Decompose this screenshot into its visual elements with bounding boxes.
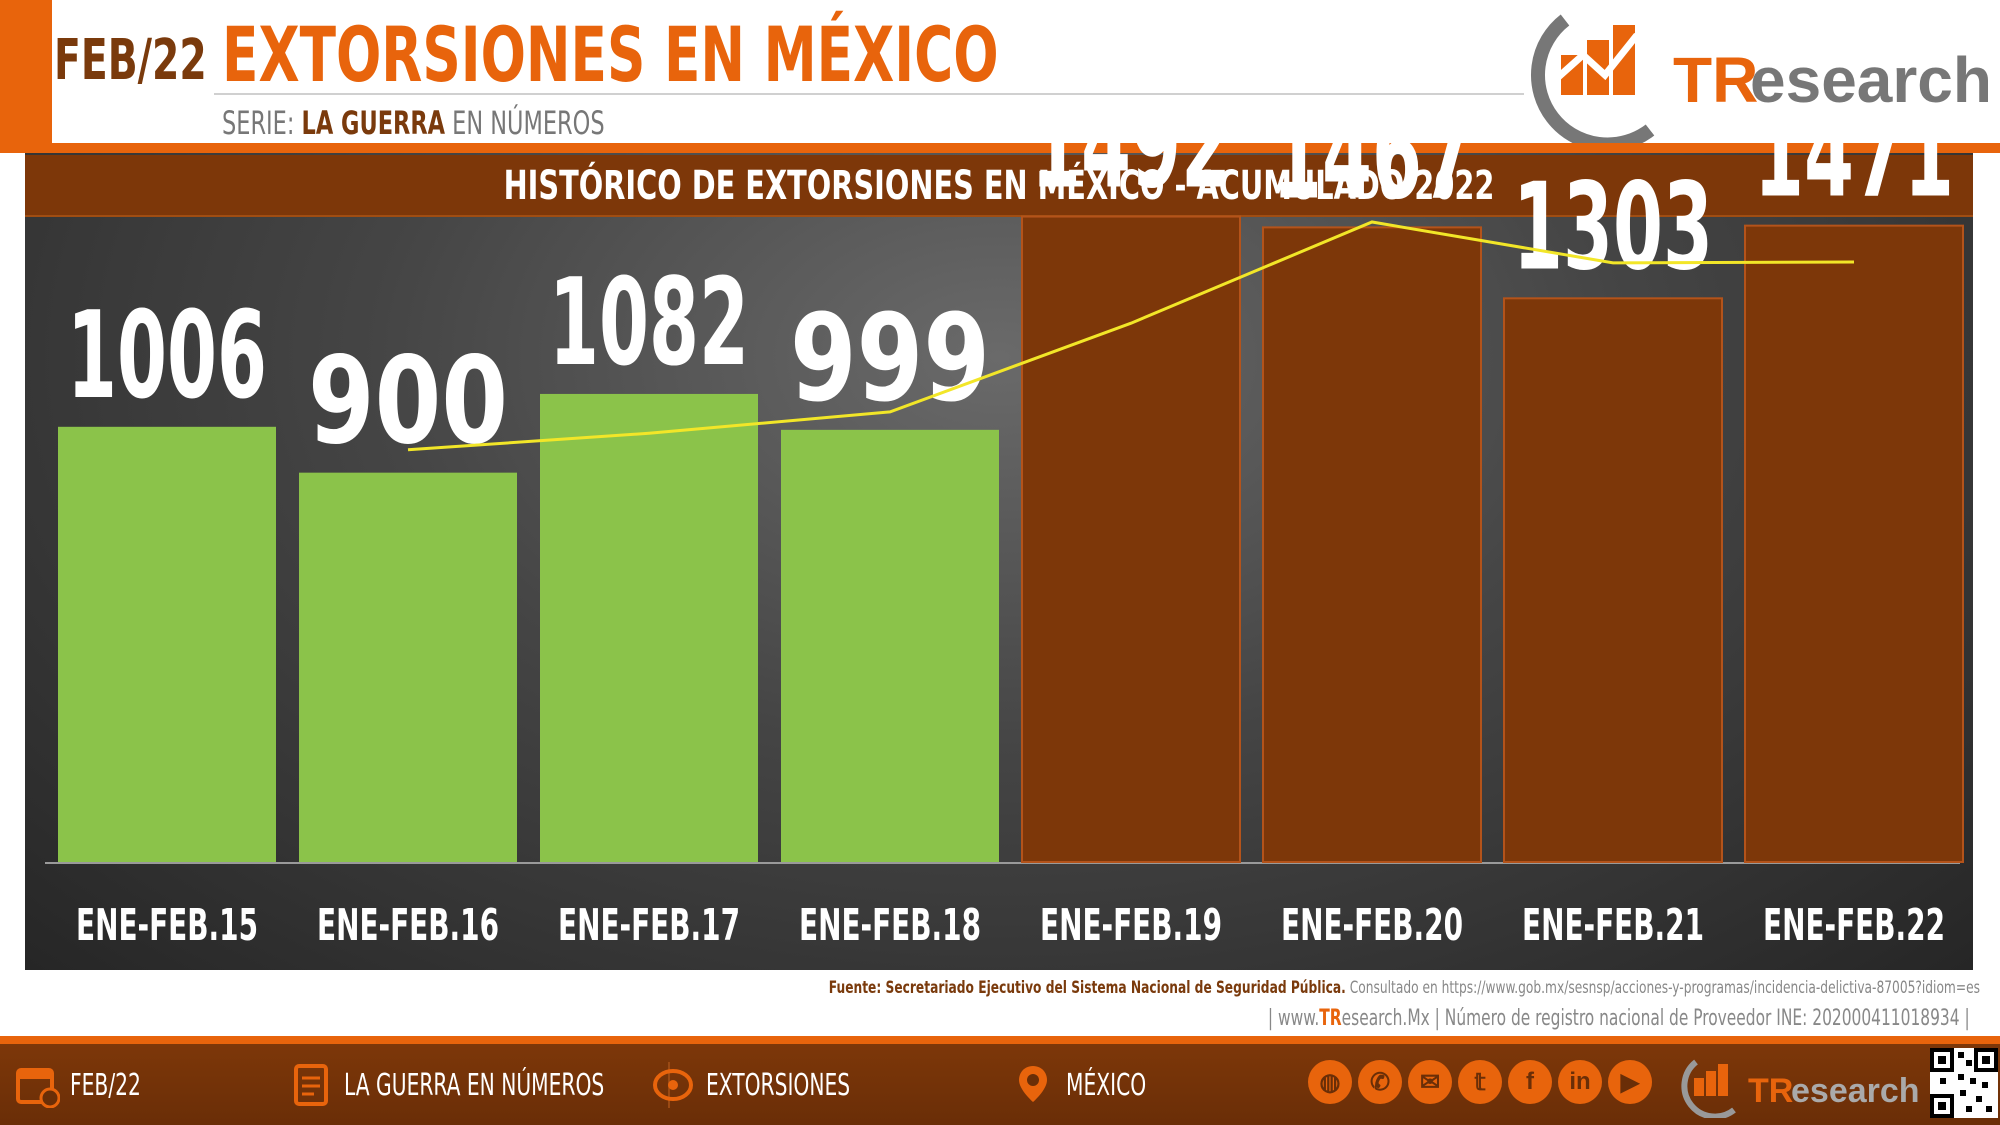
calendar-icon [16,1068,60,1108]
bar-ene-feb-18 [781,429,999,862]
data-label: 1492 [1031,77,1231,216]
phone-hand-icon [653,1069,693,1101]
footer-country-label: MÉXICO [1066,1067,1147,1103]
header-date-label: FEB/22 [54,28,207,93]
series-suffix: EN NÚMEROS [452,104,605,142]
series-prefix: SERIE: [222,104,295,142]
bar-ene-feb-22 [1744,224,1964,864]
phone-icon[interactable]: ✆ [1358,1060,1402,1104]
data-label: 1303 [1513,158,1713,297]
logo-text-tr: TR [1673,44,1758,116]
footer-topic-label: EXTORSIONES [706,1067,851,1103]
category-label: ENE-FEB.21 [1522,900,1704,951]
category-label: ENE-FEB.22 [1763,900,1945,951]
bar-ene-feb-17 [540,393,758,862]
footer-logo-esearch: esearch [1791,1072,1920,1110]
mail-icon[interactable]: ✉ [1408,1060,1452,1104]
data-label: 1006 [67,287,267,426]
footer-top-bar [0,1036,2000,1044]
web-brand: TR [1319,1006,1343,1031]
tresearch-logo: TR esearch [1531,14,1992,145]
web-prefix: | www. [1268,1006,1320,1031]
moving-average-line [407,220,1855,452]
footer-tresearch-logo: TR esearch [1681,1059,1920,1118]
twitter-icon[interactable]: 𝕥 [1458,1060,1502,1104]
bar-ene-feb-21 [1503,297,1723,863]
footer-item-country: MÉXICO [1010,1062,1173,1108]
youtube-icon[interactable]: ▶ [1608,1060,1652,1104]
category-label: ENE-FEB.15 [76,900,258,951]
source-citation: Fuente: Secretariado Ejecutivo del Siste… [829,978,1980,998]
category-label: ENE-FEB.20 [1281,900,1463,951]
logo-trend-line [1552,32,1640,83]
data-label: 900 [308,333,508,472]
footer-item-date: FEB/22 [14,1062,165,1108]
footer-item-topic: EXTORSIONES [650,1062,898,1108]
globe-icon[interactable]: ◍ [1308,1060,1352,1104]
map-pin-icon [1019,1066,1047,1102]
data-label: 1471 [1754,86,1954,225]
bar-ene-feb-16 [299,472,517,862]
category-label: ENE-FEB.17 [558,900,740,951]
report-icon [294,1064,328,1106]
facebook-icon[interactable]: f [1508,1060,1552,1104]
footer-series-label: LA GUERRA EN NÚMEROS [344,1067,605,1103]
data-label: 999 [790,290,990,429]
chart-title: HISTÓRICO DE EXTORSIONES EN MÉXICO - ACU… [503,163,1495,209]
bar-ene-feb-19 [1021,215,1241,864]
qr-code[interactable] [1930,1048,1998,1118]
header-bottom-bar [0,143,2000,153]
category-label: ENE-FEB.19 [1040,900,1222,951]
bar-ene-feb-20 [1262,226,1482,863]
footer-date-label: FEB/22 [70,1067,141,1103]
footer-item-series: LA GUERRA EN NÚMEROS [288,1062,691,1108]
data-label: 1467 [1272,87,1472,226]
series-highlight: LA GUERRA [301,104,446,142]
logo-text-esearch: esearch [1750,44,1992,116]
website-line: | www.TResearch.Mx | Número de registro … [1268,1006,1970,1031]
title-divider [214,93,1524,95]
header-accent-bar [0,0,52,145]
data-label: 1082 [549,254,749,393]
web-rest: esearch.Mx | Número de registro nacional… [1342,1006,1970,1031]
chart-title-bar: HISTÓRICO DE EXTORSIONES EN MÉXICO - ACU… [25,155,1973,217]
source-label: Fuente: Secretariado Ejecutivo del Siste… [828,978,1346,998]
footer-logo-tr: TR [1748,1072,1793,1110]
series-subtitle: SERIE: LA GUERRA EN NÚMEROS [222,104,605,142]
bar-ene-feb-15 [58,426,276,862]
source-url[interactable]: Consultado en https://www.gob.mx/sesnsp/… [1349,978,1980,998]
footer: FEB/22 LA GUERRA EN NÚMEROS EXTORSIONES … [0,1044,2000,1125]
logo-bar-1 [1561,55,1583,95]
category-label: ENE-FEB.16 [317,900,499,951]
linkedin-icon[interactable]: in [1558,1060,1602,1104]
category-label: ENE-FEB.18 [799,900,981,951]
page-title: EXTORSIONES EN MÉXICO [222,10,999,99]
